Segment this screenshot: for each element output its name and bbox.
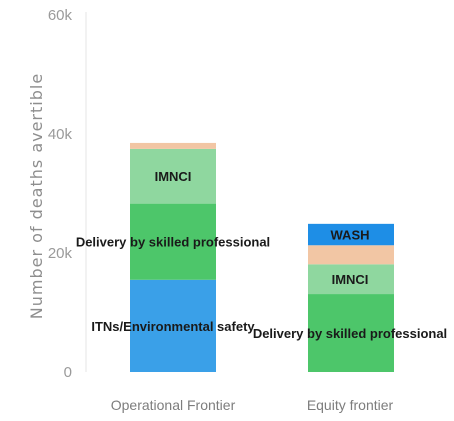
bars: [130, 142, 394, 372]
segment-label-itns: ITNs/Environmental safety: [91, 319, 255, 334]
category-labels: Operational Frontier Equity frontier: [111, 397, 394, 413]
category-label: Equity frontier: [307, 397, 394, 413]
segment-label-imnci: IMNCI: [155, 169, 192, 184]
y-tick-label: 20k: [48, 245, 73, 262]
bar-segment-peach: [130, 142, 216, 149]
segment-label-wash: WASH: [331, 228, 370, 243]
y-ticks: 0 20k 40k 60k: [48, 7, 73, 381]
y-axis-label: Number of deaths avertible: [27, 73, 46, 319]
segment-label-imnci: IMNCI: [332, 272, 369, 287]
bar-segment-delivery: [308, 294, 394, 372]
segment-label-delivery: Delivery by skilled professional: [253, 326, 447, 341]
segment-label-delivery: Delivery by skilled professional: [76, 235, 270, 250]
bar-segment-delivery: [130, 203, 216, 280]
bar-segment-imnci: [130, 148, 216, 204]
y-tick-label: 60k: [48, 7, 73, 24]
category-label: Operational Frontier: [111, 397, 236, 413]
y-tick-label: 0: [64, 364, 72, 381]
bar-segment-wash: [308, 223, 394, 246]
bar-segment-itns: [130, 279, 216, 372]
bar-segment-imnci: [308, 264, 394, 295]
y-tick-label: 40k: [48, 126, 73, 143]
bar-segment-peach: [308, 245, 394, 265]
